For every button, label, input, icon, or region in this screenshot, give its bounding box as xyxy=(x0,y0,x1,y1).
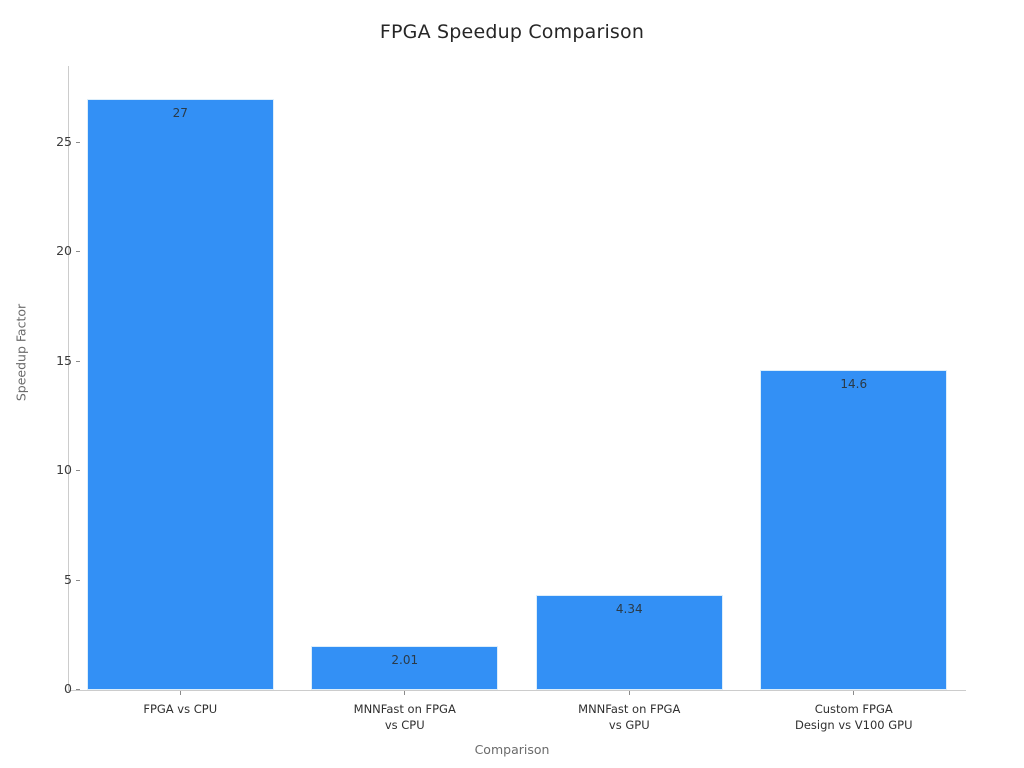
bar-value-label: 4.34 xyxy=(615,601,643,616)
x-tick-label: MNNFast on FPGA vs CPU xyxy=(353,702,456,732)
bar[interactable]: 14.6 xyxy=(760,370,948,690)
x-axis-spine xyxy=(68,690,966,691)
bar[interactable]: 4.34 xyxy=(535,594,723,690)
plot-area: 27 2.01 4.34 14.6 xyxy=(68,66,966,690)
y-tick-label: 20 xyxy=(56,243,72,259)
x-tick-mark xyxy=(853,691,855,695)
bar[interactable]: 27 xyxy=(86,98,274,690)
y-tick-label: 25 xyxy=(56,133,72,149)
y-axis-spine xyxy=(68,66,69,690)
y-tick-mark xyxy=(76,470,80,472)
chart-title: FPGA Speedup Comparison xyxy=(379,21,645,43)
x-tick-label: MNNFast on FPGA vs GPU xyxy=(578,702,681,732)
bar[interactable]: 2.01 xyxy=(311,646,499,690)
y-tick-mark xyxy=(76,251,80,253)
y-tick-mark xyxy=(76,689,80,690)
bar-value-label: 2.01 xyxy=(391,653,419,667)
y-tick-mark xyxy=(76,141,80,143)
y-tick-label: 10 xyxy=(56,462,72,478)
y-axis-title: Speedup Factor xyxy=(13,303,29,402)
y-tick-label: 5 xyxy=(64,571,72,587)
y-tick-label: 0 xyxy=(64,681,72,696)
bar-value-label: 27 xyxy=(172,105,188,120)
y-tick-mark xyxy=(76,360,80,362)
x-tick-mark xyxy=(628,691,630,695)
x-axis-title: Comparison xyxy=(474,742,550,757)
x-tick-mark xyxy=(179,691,181,695)
bar-value-label: 14.6 xyxy=(840,377,868,392)
y-tick-label: 15 xyxy=(56,352,72,368)
x-tick-label: FPGA vs CPU xyxy=(143,702,218,716)
y-tick-mark xyxy=(76,579,80,581)
x-tick-label: Custom FPGA Design vs V100 GPU xyxy=(794,702,913,732)
x-tick-mark xyxy=(404,691,406,695)
